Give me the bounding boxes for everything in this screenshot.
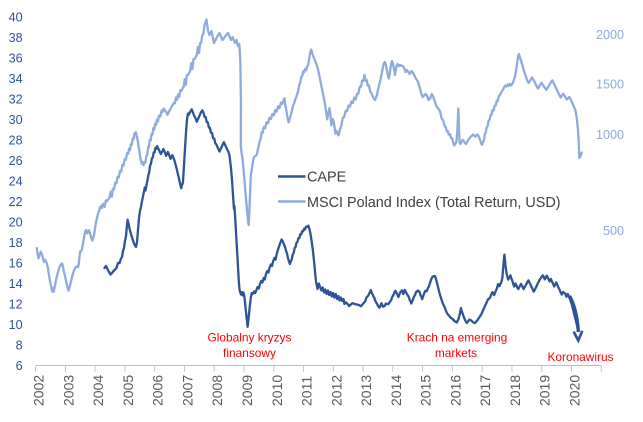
svg-text:2014: 2014 — [388, 375, 404, 406]
svg-text:Globalny kryzys: Globalny kryzys — [208, 331, 292, 345]
svg-text:16: 16 — [9, 256, 23, 270]
svg-text:2005: 2005 — [120, 375, 136, 406]
svg-text:38: 38 — [9, 31, 23, 45]
svg-text:2003: 2003 — [60, 375, 76, 406]
svg-text:2017: 2017 — [477, 375, 493, 406]
svg-text:2010: 2010 — [269, 375, 285, 406]
svg-text:2008: 2008 — [209, 375, 225, 406]
svg-text:40: 40 — [9, 11, 23, 25]
svg-text:2018: 2018 — [507, 375, 523, 406]
svg-text:Koronawirus: Koronawirus — [547, 350, 613, 364]
svg-text:2004: 2004 — [90, 375, 106, 406]
svg-text:2013: 2013 — [358, 375, 374, 406]
svg-text:26: 26 — [9, 154, 23, 168]
svg-text:Krach na emerging: Krach na emerging — [407, 331, 507, 345]
svg-text:24: 24 — [9, 174, 23, 188]
svg-text:2006: 2006 — [150, 375, 166, 406]
svg-text:2009: 2009 — [239, 375, 255, 406]
svg-text:MSCI Poland Index (Total Retur: MSCI Poland Index (Total Return, USD) — [307, 195, 561, 211]
svg-text:22: 22 — [9, 195, 23, 209]
svg-text:36: 36 — [9, 52, 23, 66]
svg-text:14: 14 — [9, 277, 23, 291]
svg-text:2007: 2007 — [179, 375, 195, 406]
svg-text:2015: 2015 — [418, 375, 434, 406]
svg-text:2000: 2000 — [596, 28, 624, 42]
svg-text:1000: 1000 — [596, 128, 624, 142]
svg-text:34: 34 — [9, 72, 23, 86]
svg-text:10: 10 — [9, 318, 23, 332]
svg-text:2019: 2019 — [537, 375, 553, 406]
svg-text:500: 500 — [603, 224, 624, 238]
svg-text:32: 32 — [9, 93, 23, 107]
svg-text:markets: markets — [435, 346, 477, 360]
svg-text:12: 12 — [9, 297, 23, 311]
svg-text:CAPE: CAPE — [307, 170, 346, 186]
svg-text:2020: 2020 — [567, 375, 583, 406]
svg-text:finansowy: finansowy — [223, 346, 276, 360]
svg-text:30: 30 — [9, 113, 23, 127]
svg-text:18: 18 — [9, 236, 23, 250]
svg-text:8: 8 — [16, 338, 23, 352]
svg-text:2016: 2016 — [447, 375, 463, 406]
svg-text:2002: 2002 — [31, 375, 47, 406]
svg-text:1500: 1500 — [596, 78, 624, 92]
svg-text:2011: 2011 — [299, 376, 315, 406]
svg-text:2012: 2012 — [328, 375, 344, 406]
svg-text:20: 20 — [9, 215, 23, 229]
svg-text:28: 28 — [9, 134, 23, 148]
svg-text:6: 6 — [16, 359, 23, 373]
